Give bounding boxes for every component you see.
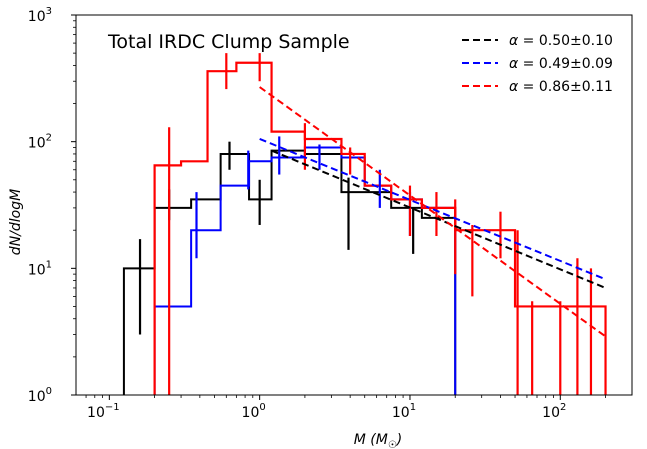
legend: α = 0.50±0.10α = 0.49±0.09α = 0.86±0.11 [462, 33, 613, 95]
histogram-0 [122, 149, 457, 395]
y-tick-label-1: 101 [28, 259, 52, 278]
x-tick-label-1: 100 [242, 402, 266, 421]
fit-line-0 [271, 149, 606, 289]
histogram-2 [153, 61, 607, 395]
legend-alpha-2: α [509, 79, 519, 95]
x-label-close: ) [396, 432, 402, 448]
x-label-subscript: ☉ [388, 440, 397, 449]
legend-label-0: α = 0.50±0.10 [509, 33, 613, 49]
x-tick-exponent-2: 1 [410, 402, 416, 413]
error-bar-layer [138, 53, 593, 395]
y-tick-exponent-0: 0 [46, 386, 52, 397]
legend-label-1: α = 0.49±0.09 [509, 56, 613, 72]
y-tick-exponent-1: 1 [46, 259, 52, 270]
x-tick-exponent-3: 2 [560, 402, 566, 413]
fit-line-1 [259, 138, 606, 281]
x-label-symbol: M ( [354, 432, 377, 448]
y-tick-label-2: 102 [28, 133, 52, 152]
y-tick-label-0: 100 [28, 386, 52, 405]
x-tick-exponent-1: 0 [259, 402, 265, 413]
y-tick-label-3: 103 [28, 6, 52, 25]
x-tick-label-2: 101 [392, 402, 416, 421]
x-label-unit: M [376, 432, 388, 448]
histogram-1 [153, 146, 457, 395]
y-tick-exponent-3: 3 [46, 6, 52, 17]
legend-value-2: = 0.86±0.11 [518, 79, 613, 95]
y-tick-exponent-2: 2 [46, 133, 52, 144]
legend-value-0: = 0.50±0.10 [518, 33, 613, 49]
legend-alpha-0: α [509, 33, 519, 49]
axes-frame [75, 14, 633, 396]
y-axis-label: dN/dlogM [8, 189, 24, 255]
legend-value-1: = 0.49±0.09 [518, 56, 613, 72]
legend-alpha-1: α [509, 56, 519, 72]
x-axis-label: M (M☉) [354, 432, 403, 449]
chart-title: Total IRDC Clump Sample [107, 31, 350, 53]
x-tick-exponent-0: −1 [105, 402, 120, 413]
fit-line-2 [259, 86, 607, 338]
legend-label-2: α = 0.86±0.11 [509, 79, 613, 95]
power-law-fit-layer [259, 86, 607, 338]
x-tick-label-3: 102 [542, 402, 566, 421]
x-tick-label-0: 10−1 [87, 402, 120, 421]
